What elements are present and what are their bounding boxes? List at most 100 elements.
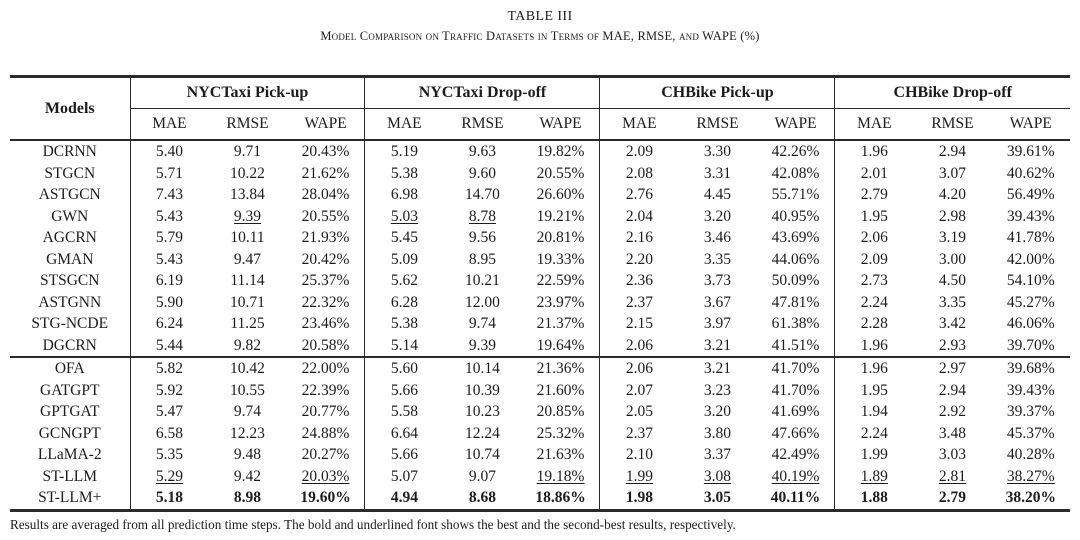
metric-value: 8.78 — [468, 207, 497, 225]
metric-value: 9.39 — [468, 336, 497, 354]
model-name: STG-NCDE — [31, 315, 109, 332]
metric-value: 5.03 — [364, 205, 444, 227]
metric-value: 3.35 — [938, 293, 966, 311]
metric-value: 12.00 — [465, 293, 500, 311]
metric-value: 9.39 — [233, 207, 262, 225]
metric-value: 5.40 — [129, 140, 209, 163]
table-footnote: Results are averaged from all prediction… — [10, 516, 736, 532]
metric-value: 2.76 — [599, 184, 679, 206]
metric-value: 2.81 — [938, 467, 966, 485]
metric-value: 2.37 — [599, 291, 679, 313]
metric-value: 20.55% — [536, 164, 585, 182]
table-row: STG-NCDE 6.24 11.25 23.46% 5.38 9.74 21.37% 2.1… — [10, 313, 1070, 335]
metric-value: 41.69% — [771, 403, 820, 420]
model-name: OFA — [10, 356, 130, 380]
metric-value: 24.88% — [301, 424, 350, 442]
metric-value: 5.82 — [129, 356, 209, 380]
metric-value: 2.06 — [834, 227, 914, 249]
metric-value: 9.60 — [468, 164, 497, 182]
table-body: DCRNN 5.40 9.71 20.43% 5.19 9.63 19.82% 2.09 3.3… — [10, 140, 1070, 510]
table-row: GATGPT 5.92 10.55 22.39% 5.66 10.39 21.60% 2.07… — [10, 379, 1070, 401]
metric-value: 2.06 — [599, 334, 679, 357]
metric-value: 45.27% — [1006, 293, 1055, 311]
metric-value: 4.45 — [703, 186, 732, 203]
metric-value: 5.60 — [364, 356, 444, 380]
metric-value: 47.66% — [771, 424, 820, 442]
metric-value: 5.45 — [364, 227, 444, 249]
metric-value: 2.97 — [913, 356, 992, 380]
metric-value: 54.10% — [1006, 272, 1055, 289]
table-row: GWN 5.43 9.39 20.55% 5.03 8.78 19.21% 2.04 3.20 4… — [10, 205, 1070, 227]
group-header-chbike-dropoff: CHBike Drop-off — [834, 76, 1070, 109]
metric-value: 20.81% — [536, 229, 585, 246]
metric-value: 39.43% — [1006, 381, 1055, 399]
results-table: Models NYCTaxi Pick-up NYCTaxi Drop-off … — [10, 75, 1070, 512]
metric-value: 5.62 — [364, 270, 444, 292]
metric-value: 5.38 — [364, 162, 444, 184]
metric-value: 3.00 — [938, 250, 966, 268]
metric-value: 2.93 — [938, 336, 966, 354]
metric-value: 50.09% — [771, 272, 820, 289]
metric-value: 19.64% — [536, 336, 585, 354]
model-name: DCRNN — [42, 143, 97, 160]
metric-value: 6.98 — [364, 184, 444, 206]
metric-value: 1.95 — [834, 205, 914, 227]
metric-value: 21.93% — [301, 229, 350, 246]
metric-value: 26.60% — [536, 186, 585, 203]
metric-value: 2.20 — [599, 248, 679, 270]
metric-value: 2.07 — [599, 379, 679, 401]
metric-value: 23.97% — [536, 293, 585, 311]
metric-value: 2.92 — [938, 403, 966, 420]
metric-value: 1.96 — [834, 356, 914, 380]
metric-value: 2.01 — [834, 162, 914, 184]
metric-value: 44.06% — [771, 250, 820, 268]
metric-value: 9.56 — [468, 229, 497, 246]
metric-value: 43.69% — [771, 229, 820, 246]
metric-value: 42.00% — [1006, 250, 1055, 268]
metric-value: 40.28% — [1006, 446, 1055, 463]
metric-value: 39.61% — [1006, 143, 1055, 160]
metric-value: 2.94 — [938, 381, 966, 399]
table-row: ST-LLM 5.29 9.42 20.03% 5.07 9.07 19.18% 1.99 3.… — [10, 465, 1070, 487]
metric-value: 19.33% — [536, 250, 585, 268]
metric-value: 5.58 — [364, 401, 444, 423]
metric-value: 10.14 — [443, 356, 522, 380]
metric-value: 2.28 — [834, 313, 914, 335]
metric-value: 4.94 — [364, 487, 444, 510]
table-row: DGCRN 5.44 9.82 20.58% 5.14 9.39 19.64% 2.06 3.2… — [10, 334, 1070, 357]
metric-value: 20.55% — [301, 207, 350, 225]
metric-value: 61.38% — [771, 315, 820, 332]
metric-value: 2.98 — [938, 207, 966, 225]
metric-value: 2.36 — [599, 270, 679, 292]
table-header: Models NYCTaxi Pick-up NYCTaxi Drop-off … — [10, 76, 1070, 141]
metric-value: 21.63% — [536, 446, 585, 463]
metric-value: 19.21% — [536, 207, 585, 225]
metric-header-wape: WAPE — [991, 108, 1070, 141]
group-header-nyctaxi-dropoff: NYCTaxi Drop-off — [364, 76, 600, 109]
metric-value: 1.98 — [599, 487, 679, 510]
group-header-chbike-pickup: CHBike Pick-up — [599, 76, 835, 109]
metric-value: 40.11% — [770, 489, 821, 506]
metric-value: 55.71% — [771, 186, 820, 203]
metric-value: 5.09 — [364, 248, 444, 270]
metric-value: 25.32% — [536, 424, 585, 442]
metric-value: 3.23 — [703, 381, 732, 399]
metric-value: 20.27% — [301, 446, 350, 463]
metric-value: 20.42% — [301, 250, 350, 268]
metric-value: 5.38 — [364, 313, 444, 335]
metric-value: 22.59% — [536, 272, 585, 289]
metric-value: 3.07 — [938, 164, 966, 182]
metric-value: 2.05 — [599, 401, 679, 423]
metric-value: 6.28 — [364, 291, 444, 313]
table-row: ST-LLM+ 5.18 8.98 19.60% 4.94 8.68 18.86% 1.98 3… — [10, 487, 1070, 510]
metric-value: 5.18 — [129, 487, 209, 510]
metric-value: 9.74 — [233, 403, 262, 420]
table-row: OFA 5.82 10.42 22.00% 5.60 10.14 21.36% 2.06 3.2… — [10, 356, 1070, 380]
metric-value: 5.29 — [129, 465, 209, 487]
metric-value: 5.19 — [364, 140, 444, 163]
metric-value: 19.60% — [300, 489, 351, 506]
metric-value: 42.08% — [771, 164, 820, 182]
metric-value: 1.95 — [834, 379, 914, 401]
metric-value: 45.37% — [1006, 424, 1055, 442]
